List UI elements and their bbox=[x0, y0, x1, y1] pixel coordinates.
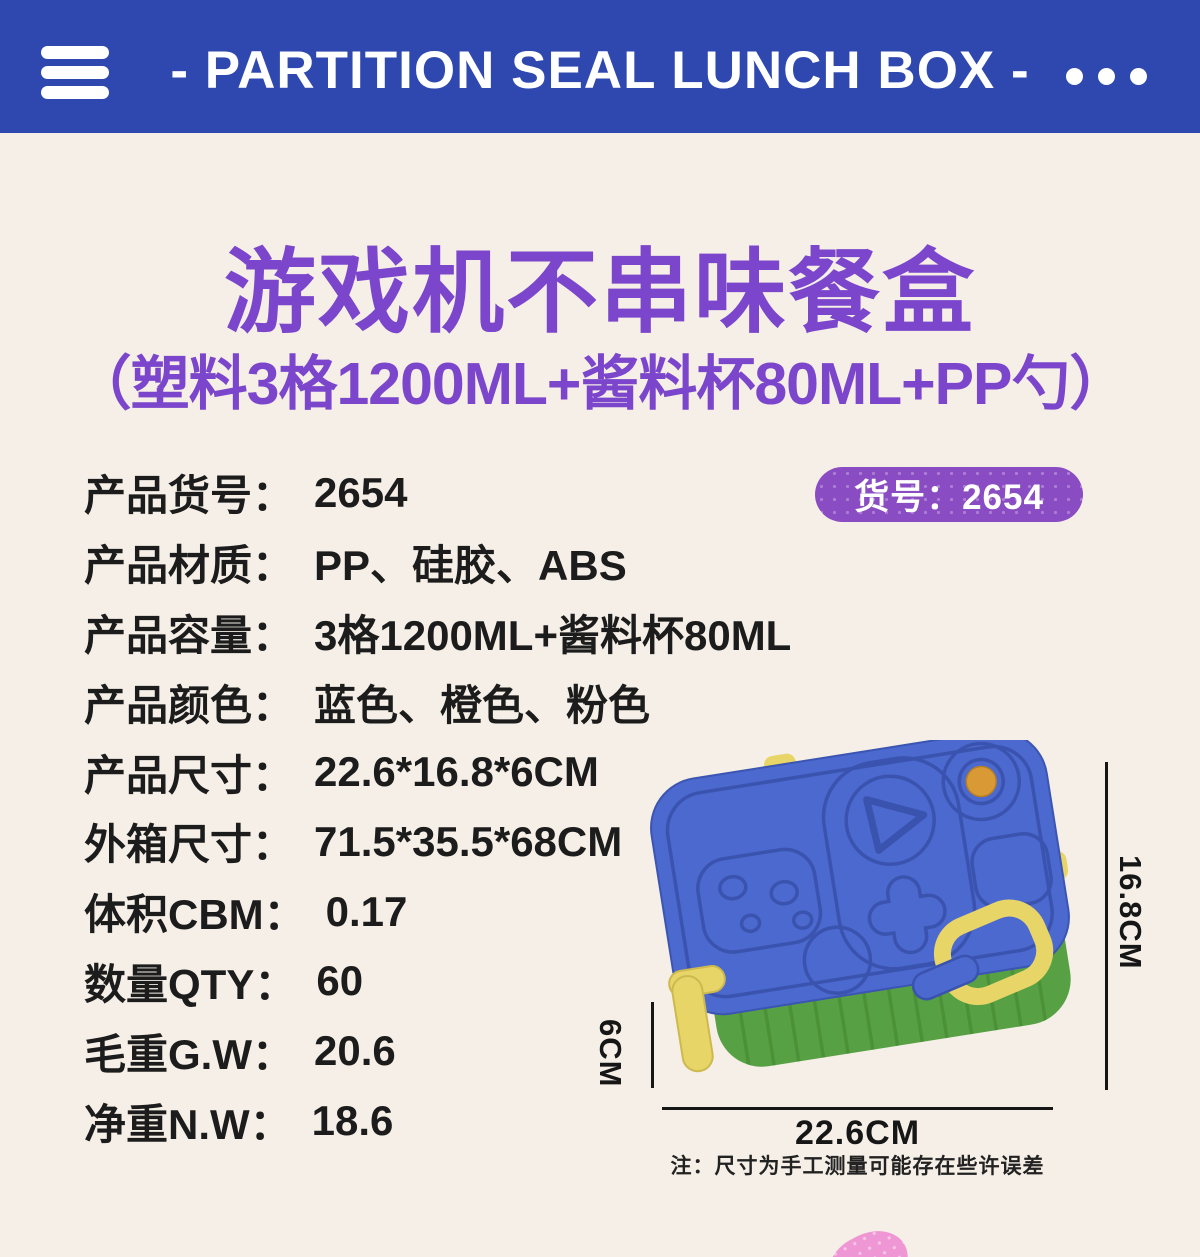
spec-value: 蓝色、橙色、粉色 bbox=[314, 681, 651, 729]
spec-value: 60 bbox=[316, 957, 364, 1005]
front-latch-clip bbox=[911, 899, 1054, 1006]
dimension-label-height: 16.8CM bbox=[1113, 855, 1148, 970]
spec-label: 产品材质： bbox=[84, 542, 295, 590]
spec-row: 产品容量： 3格1200ML+酱料杯80ML bbox=[84, 598, 791, 668]
dimension-label-width: 22.6CM bbox=[794, 1114, 921, 1152]
hamburger-icon[interactable] bbox=[41, 46, 109, 99]
product-title: 游戏机不串味餐盒 bbox=[223, 242, 976, 344]
spec-row: 产品尺寸： 22.6*16.8*6CM bbox=[84, 737, 791, 807]
spec-label: 产品颜色： bbox=[84, 681, 295, 729]
header-title: - PARTITION SEAL LUNCH BOX - bbox=[170, 41, 1030, 100]
side-latch-clip bbox=[668, 965, 726, 1073]
spec-value: 18.6 bbox=[311, 1097, 394, 1145]
orange-button bbox=[965, 765, 997, 798]
spec-row: 毛重G.W： 20.6 bbox=[84, 1016, 791, 1086]
spec-label: 体积CBM： bbox=[84, 891, 306, 939]
lunchbox-illustration bbox=[650, 740, 1071, 1073]
spec-row: 净重N.W： 18.6 bbox=[84, 1086, 791, 1156]
item-number-badge: 货号：2654 bbox=[815, 467, 1083, 522]
ellipsis-icon[interactable] bbox=[1066, 68, 1148, 85]
pink-decoration bbox=[818, 1218, 920, 1257]
spec-list: 产品货号： 2654 产品材质： PP、硅胶、ABS 产品容量： 3格1200M… bbox=[84, 458, 791, 1156]
spec-value: 2654 bbox=[314, 468, 408, 516]
dimension-line-height bbox=[1105, 762, 1108, 1090]
spec-row: 数量QTY： 60 bbox=[84, 947, 791, 1017]
dimension-line-depth bbox=[651, 1002, 654, 1088]
spec-value: PP、硅胶、ABS bbox=[314, 542, 627, 590]
spec-row: 产品货号： 2654 bbox=[84, 458, 791, 528]
spec-label: 毛重G.W： bbox=[84, 1030, 294, 1078]
spec-value: 22.6*16.8*6CM bbox=[314, 748, 599, 796]
spec-label: 外箱尺寸： bbox=[84, 821, 295, 869]
spec-value: 0.17 bbox=[325, 887, 408, 935]
spec-label: 数量QTY： bbox=[84, 960, 297, 1008]
dimension-label-depth: 6CM bbox=[593, 1019, 628, 1088]
dimension-line-width bbox=[662, 1107, 1053, 1110]
spec-row: 体积CBM： 0.17 bbox=[84, 877, 791, 947]
spec-row: 产品材质： PP、硅胶、ABS bbox=[84, 528, 791, 598]
spec-row: 外箱尺寸： 71.5*35.5*68CM bbox=[84, 807, 791, 877]
spec-label: 净重N.W： bbox=[84, 1100, 292, 1148]
product-subtitle: （塑料3格1200ML+酱料杯80ML+PP勺） bbox=[72, 351, 1129, 417]
spec-row: 产品颜色： 蓝色、橙色、粉色 bbox=[84, 667, 791, 737]
spec-label: 产品尺寸： bbox=[84, 751, 295, 799]
spec-label: 产品容量： bbox=[84, 611, 295, 659]
spec-value: 3格1200ML+酱料杯80ML bbox=[314, 611, 792, 659]
spec-value: 71.5*35.5*68CM bbox=[314, 817, 623, 865]
top-bar: - PARTITION SEAL LUNCH BOX - bbox=[0, 0, 1200, 133]
spec-label: 产品货号： bbox=[84, 472, 295, 520]
spec-value: 20.6 bbox=[313, 1027, 396, 1075]
measurement-note: 注：尺寸为手工测量可能存在些许误差 bbox=[670, 1155, 1045, 1178]
